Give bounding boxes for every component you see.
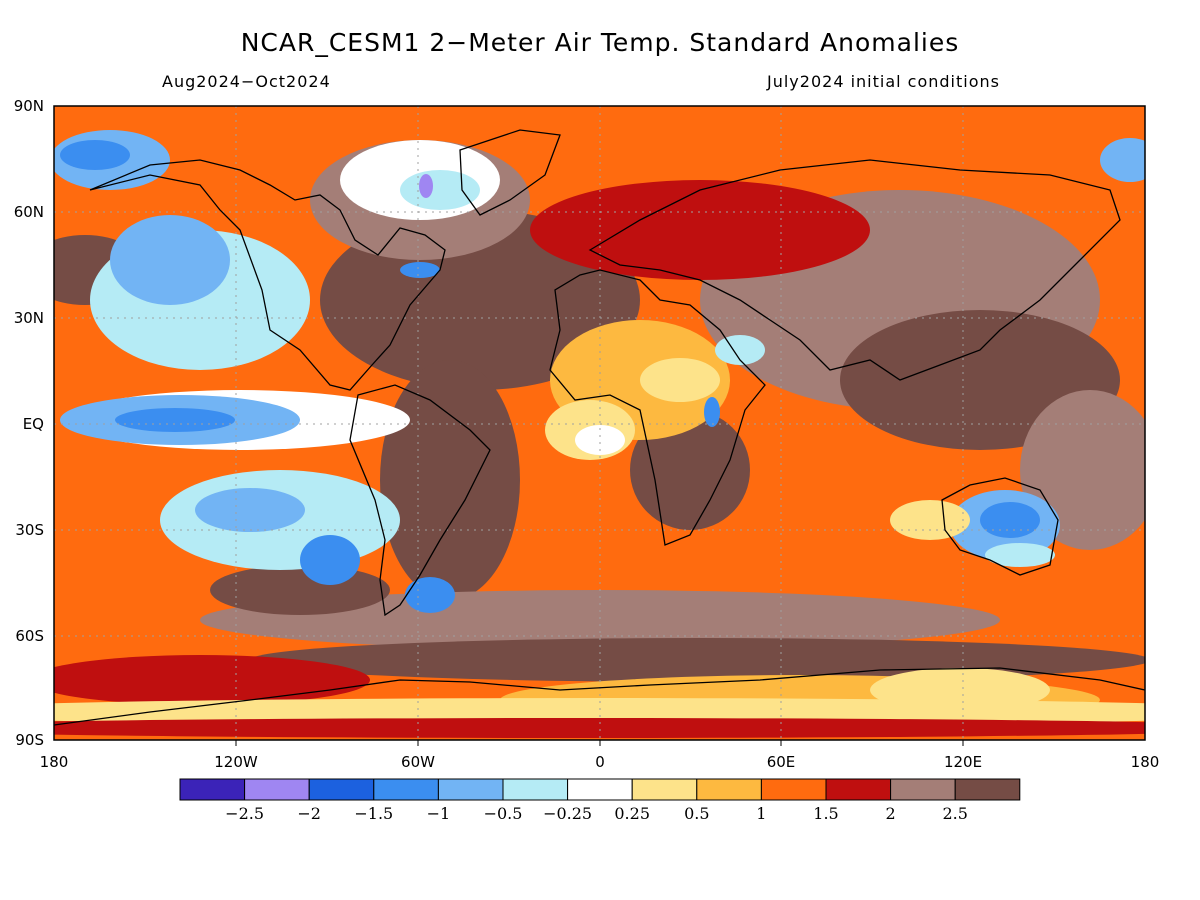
axis-ticks [235, 740, 964, 746]
lat-label: 30N [13, 309, 44, 327]
lon-label: 0 [595, 753, 605, 771]
colorbar-swatch [760, 778, 827, 801]
lon-label: 180 [1130, 753, 1160, 771]
colorbar-label: 1 [756, 804, 767, 823]
colorbar-swatch [696, 778, 762, 801]
lon-label: 60W [401, 753, 435, 771]
lat-label: EQ [22, 415, 44, 433]
colorbar-label: −2 [297, 804, 321, 823]
colorbar-swatch [825, 778, 892, 801]
colorbar-label: −0.25 [543, 804, 593, 823]
colorbar-label: 0.25 [614, 804, 650, 823]
colorbar-swatch [308, 778, 375, 801]
colorbar-label: −2.5 [225, 804, 265, 823]
initial-conditions: July2024 initial conditions [767, 72, 1000, 91]
lat-label: 90N [13, 97, 44, 115]
lat-label: 60N [13, 203, 44, 221]
colorbar-label: −1.5 [354, 804, 394, 823]
colorbar-swatch [567, 778, 633, 801]
colorbar-label: 1.5 [813, 804, 839, 823]
colorbar-swatch [244, 778, 310, 801]
colorbar-swatch [437, 778, 504, 801]
colorbar-label: −0.5 [483, 804, 523, 823]
colorbar-swatch [890, 778, 956, 801]
colorbar-swatch [502, 778, 569, 801]
colorbar-swatch [373, 778, 439, 801]
lat-label: 30S [15, 521, 44, 539]
colorbar-label: 2 [885, 804, 896, 823]
coastlines [54, 129, 1145, 726]
colorbar-label: 0.5 [684, 804, 710, 823]
map-title: NCAR_CESM1 2−Meter Air Temp. Standard An… [240, 28, 960, 57]
colorbar-swatch [954, 778, 1021, 801]
lat-label: 90S [15, 731, 44, 749]
lat-label: 60S [15, 627, 44, 645]
colorbar-swatch [179, 778, 246, 801]
lon-label: 120W [214, 753, 258, 771]
colorbar-label: −1 [426, 804, 451, 823]
colorbar-swatch [631, 778, 698, 801]
lon-label: 180 [39, 753, 69, 771]
colorbar [179, 778, 1021, 801]
colorbar-label: 2.5 [942, 804, 968, 823]
graticule [54, 106, 1145, 740]
forecast-period: Aug2024−Oct2024 [162, 72, 331, 91]
lon-label: 60E [766, 753, 796, 771]
lon-label: 120E [943, 753, 983, 771]
